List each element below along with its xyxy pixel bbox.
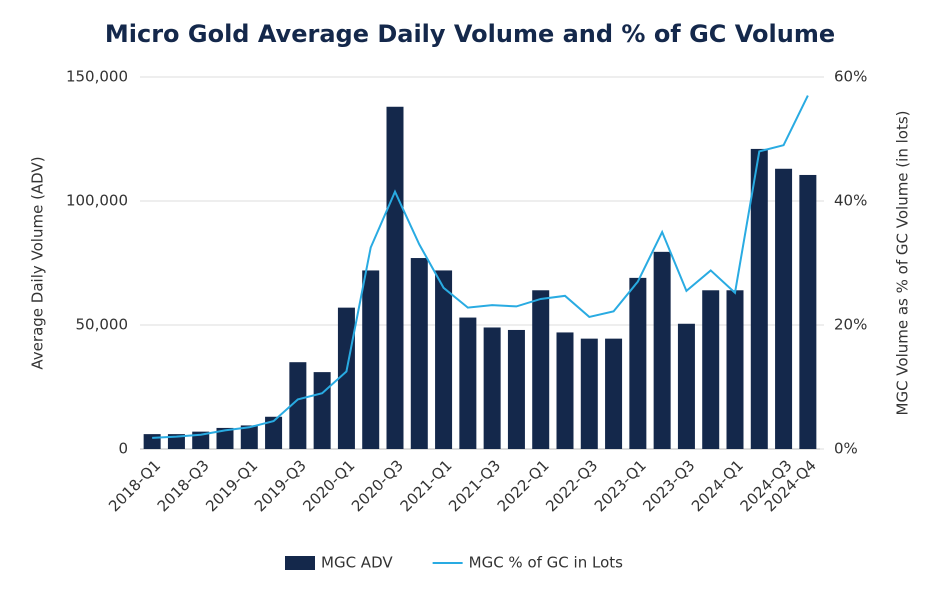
- y2-tick-label: 40%: [834, 192, 867, 210]
- x-tick-label: 2020-Q3: [348, 456, 407, 515]
- y2-tick-label: 60%: [834, 68, 867, 86]
- x-tick-label: 2023-Q1: [591, 456, 650, 515]
- bar: [605, 338, 623, 449]
- bar: [483, 327, 501, 449]
- x-tick-label: 2023-Q3: [639, 456, 698, 515]
- y-tick-label: 100,000: [66, 192, 128, 210]
- bar: [775, 168, 793, 449]
- y2-axis-label: MGC Volume as % of GC Volume (in lots): [894, 111, 912, 416]
- bar: [265, 416, 283, 449]
- bar: [410, 258, 428, 449]
- chart-title: Micro Gold Average Daily Volume and % of…: [105, 20, 835, 48]
- bar: [580, 338, 598, 449]
- bar: [337, 307, 355, 449]
- bar: [750, 148, 768, 450]
- bar: [143, 434, 161, 449]
- bar: [216, 427, 234, 449]
- bar: [167, 434, 185, 449]
- y2-tick-label: 0%: [834, 440, 858, 458]
- bar: [386, 106, 404, 449]
- y-axis-label: Average Daily Volume (ADV): [29, 156, 47, 369]
- bar: [629, 277, 647, 449]
- legend-swatch: [285, 556, 315, 570]
- y-tick-label: 0: [118, 440, 128, 458]
- bar: [507, 329, 525, 449]
- bar: [362, 270, 380, 449]
- bar: [240, 425, 258, 449]
- bar: [435, 270, 453, 449]
- x-tick-label: 2022-Q1: [494, 456, 553, 515]
- bar: [532, 290, 550, 449]
- legend-label: MGC ADV: [321, 554, 393, 572]
- y-tick-label: 150,000: [66, 68, 128, 86]
- legend-label: MGC % of GC in Lots: [469, 554, 624, 572]
- bar: [313, 372, 331, 449]
- bar: [556, 332, 574, 449]
- x-tick-label: 2019-Q3: [251, 456, 310, 515]
- bar: [653, 251, 671, 449]
- x-tick-label: 2022-Q3: [542, 456, 601, 515]
- line: [152, 95, 809, 439]
- x-tick-label: 2018-Q3: [154, 456, 213, 515]
- bar: [289, 362, 307, 449]
- bar: [702, 290, 720, 449]
- bar: [726, 290, 744, 449]
- x-tick-label: 2018-Q1: [105, 456, 164, 515]
- bar: [677, 323, 695, 449]
- x-tick-label: 2024-Q1: [688, 456, 747, 515]
- y2-tick-label: 20%: [834, 316, 867, 334]
- x-tick-label: 2021-Q1: [397, 456, 456, 515]
- bar: [799, 174, 817, 449]
- y-tick-label: 50,000: [76, 316, 129, 334]
- bar: [459, 317, 477, 449]
- x-tick-label: 2019-Q1: [202, 456, 261, 515]
- x-tick-label: 2021-Q3: [445, 456, 504, 515]
- x-tick-label: 2020-Q1: [299, 456, 358, 515]
